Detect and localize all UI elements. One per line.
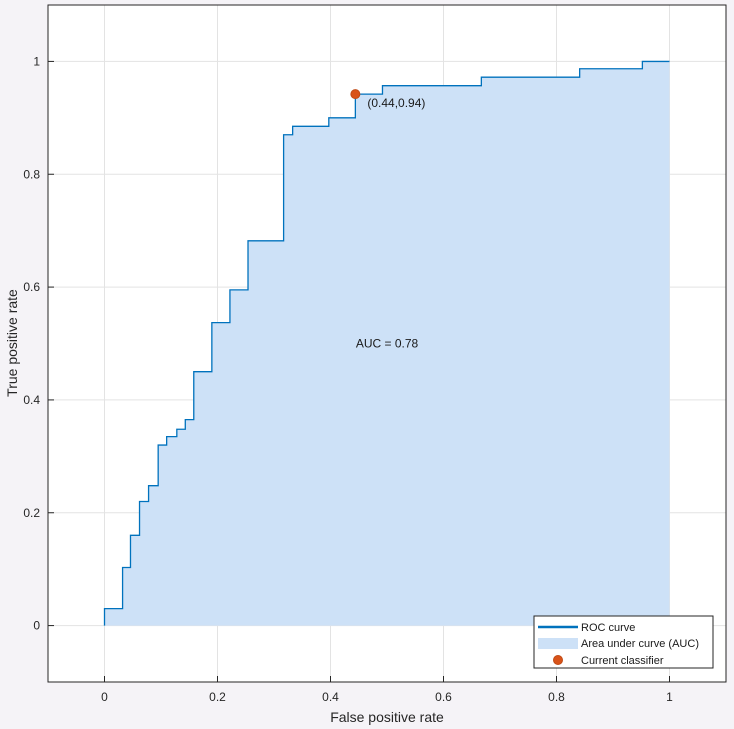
y-axis-ticks: 0 0.2 0.4 0.6 0.8 1 [23, 54, 54, 633]
x-axis-ticks: 0 0.2 0.4 0.6 0.8 1 [101, 676, 673, 704]
current-classifier-point [350, 89, 361, 100]
y-tick-label-3: 0.6 [23, 280, 40, 294]
legend-entry-current-classifier: Current classifier [581, 655, 664, 667]
roc-curve-line [103, 60, 670, 626]
x-tick-label-5: 1 [666, 690, 673, 704]
auc-area [104, 61, 670, 626]
legend-entry-auc: Area under curve (AUC) [581, 638, 699, 650]
legend-swatch-current-classifier [553, 655, 563, 665]
plot-frame [47, 4, 727, 683]
legend-entry-roc-curve: ROC curve [581, 622, 635, 634]
x-tick-label-0: 0 [101, 690, 108, 704]
y-tick-label-5: 1 [33, 54, 40, 68]
x-tick-label-3: 0.6 [435, 690, 452, 704]
y-tick-label-0: 0 [33, 619, 40, 633]
x-tick-label-2: 0.4 [322, 690, 339, 704]
current-classifier-label: (0.44,0.94) [367, 96, 425, 110]
y-tick-label-1: 0.2 [23, 506, 40, 520]
x-tick-label-4: 0.8 [548, 690, 565, 704]
x-tick-label-1: 0.2 [209, 690, 226, 704]
auc-annotation: AUC = 0.78 [356, 337, 419, 351]
x-axis-label: False positive rate [330, 709, 444, 725]
y-axis-label: True positive rate [4, 289, 20, 397]
y-tick-label-4: 0.8 [23, 167, 40, 181]
y-tick-label-2: 0.4 [23, 393, 40, 407]
legend: ROC curve Area under curve (AUC) Current… [533, 615, 714, 669]
legend-swatch-auc [538, 638, 578, 649]
